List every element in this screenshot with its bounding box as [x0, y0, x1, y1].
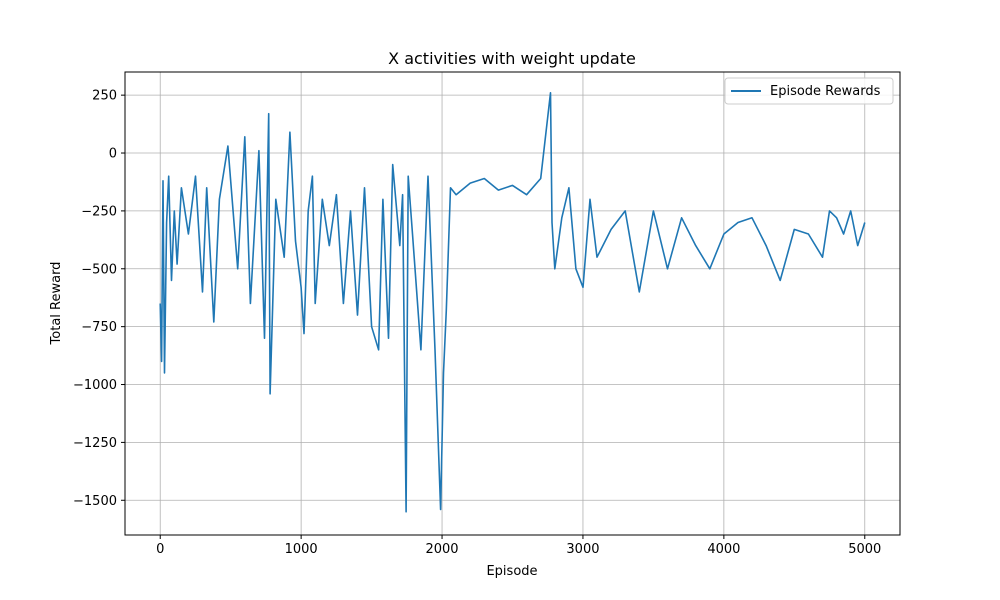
- y-tick-label: −500: [81, 262, 117, 277]
- x-tick-label: 4000: [707, 542, 740, 557]
- grid-lines: [125, 72, 900, 535]
- plot-area: [159, 92, 866, 513]
- x-tick-label: 3000: [566, 542, 599, 557]
- y-tick-label: −750: [81, 320, 117, 335]
- x-axis-label: Episode: [486, 564, 537, 579]
- legend: Episode Rewards: [724, 77, 894, 105]
- axes-frame: [124, 71, 901, 536]
- y-axis-label: Total Reward: [49, 262, 64, 346]
- legend-label: Episode Rewards: [770, 84, 881, 99]
- x-axis-ticks: 0 1000 2000 3000 4000 5000: [156, 535, 881, 557]
- y-tick-label: −250: [81, 204, 117, 219]
- x-tick-label: 5000: [848, 542, 881, 557]
- y-tick-label: 250: [92, 89, 117, 104]
- y-tick-label: −1250: [73, 436, 117, 451]
- y-tick-label: 0: [109, 147, 117, 162]
- series-line-episode-rewards: [159, 92, 866, 513]
- y-tick-label: −1500: [73, 494, 117, 509]
- legend-box: [724, 77, 894, 105]
- y-tick-label: −1000: [73, 378, 117, 393]
- x-tick-label: 2000: [425, 542, 458, 557]
- x-tick-label: 0: [156, 542, 164, 557]
- y-axis-ticks: 250 0 −250 −500 −750 −1000 −1250 −1500: [73, 89, 125, 509]
- chart-title: X activities with weight update: [388, 49, 636, 68]
- x-tick-label: 1000: [285, 542, 318, 557]
